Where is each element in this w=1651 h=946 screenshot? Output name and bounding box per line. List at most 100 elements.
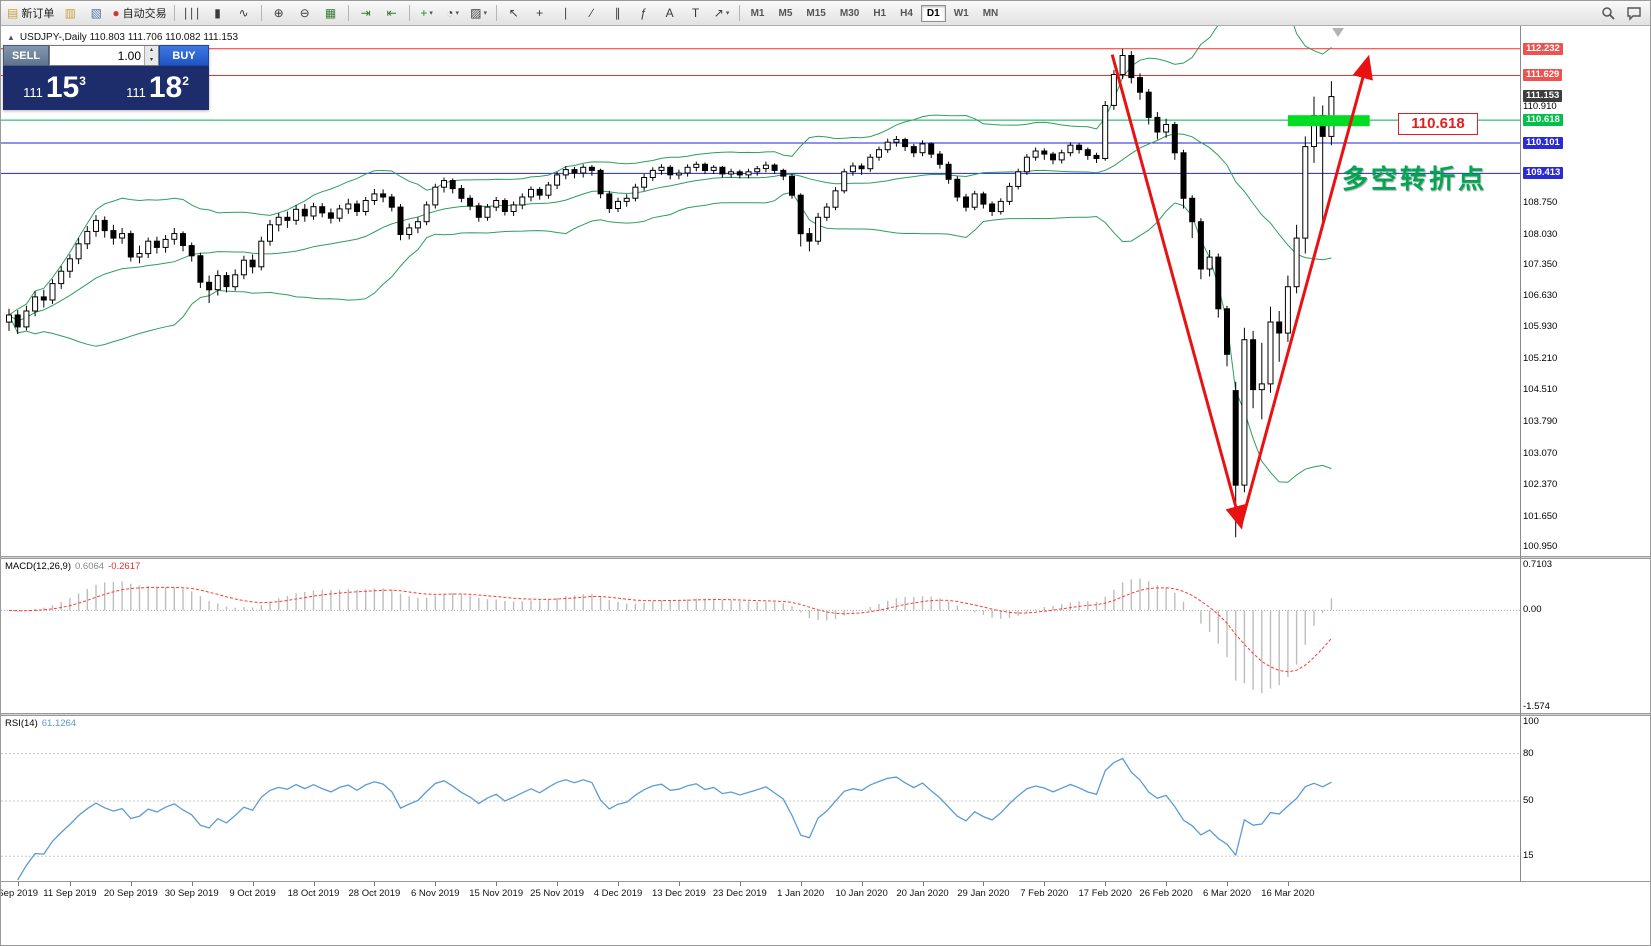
chart-shift-button[interactable]: ⇤ — [379, 3, 405, 24]
date-tick — [983, 882, 985, 886]
date-tick — [313, 882, 315, 886]
date-tick — [1105, 882, 1107, 886]
chart-shift-icon: ⇤ — [386, 6, 397, 20]
search-button[interactable] — [1595, 3, 1621, 24]
macd-label: MACD(12,26,9) 0.6064 -0.2617 — [5, 561, 140, 572]
panel-separator[interactable] — [1, 556, 1650, 559]
one-click-prices: 111 15 3 111 18 2 — [3, 66, 209, 110]
macd-chart[interactable] — [1, 559, 1651, 713]
tf-d1-button[interactable]: D1 — [920, 4, 946, 22]
chat-icon — [1627, 6, 1641, 21]
periods-button[interactable]: ◔ ▾ — [440, 3, 466, 24]
line-chart-button[interactable]: ∿ — [231, 3, 257, 24]
macd-name: MACD(12,26,9) — [5, 561, 71, 572]
sell-price-base: 111 — [23, 84, 43, 100]
date-tick — [739, 882, 741, 886]
price-callout: 110.618 — [1398, 113, 1478, 135]
price-label: 110.101 — [1523, 136, 1563, 149]
buy-price[interactable]: 111 18 2 — [106, 66, 209, 110]
fibonacci-icon: ƒ — [640, 6, 647, 20]
bar-chart-button[interactable]: ∣∣∣ — [179, 3, 205, 24]
price-tick: 105.930 — [1523, 321, 1558, 333]
dropdown-arrow-icon[interactable]: ▾ — [483, 10, 488, 17]
tile-windows-button[interactable]: ▦ — [318, 3, 344, 24]
vertical-line-button[interactable]: ∣ — [553, 3, 579, 24]
rsi-axis-label: 15 — [1523, 850, 1534, 862]
search-icon — [1601, 6, 1615, 20]
profiles-button[interactable]: ▧ — [83, 3, 109, 24]
trendline-button[interactable]: ∕ — [579, 3, 605, 24]
zoom-out-button[interactable]: ⊖ — [292, 3, 318, 24]
volume-input[interactable]: 1.00 — [117, 49, 141, 63]
new-order-button[interactable]: ▤ 新订单 — [4, 3, 57, 24]
equidistant-channel-button[interactable]: ∥ — [605, 3, 631, 24]
price-tick: 104.510 — [1523, 384, 1558, 396]
templates-button[interactable]: ▨ ▾ — [466, 3, 492, 24]
arrows-button[interactable]: ↗ ▾ — [709, 3, 735, 24]
toolbar-separator — [173, 5, 175, 21]
auto-trading-button[interactable]: ● 自动交易 — [109, 3, 169, 24]
chat-button[interactable] — [1621, 3, 1647, 24]
price-label: 112.232 — [1523, 42, 1563, 55]
tf-mn-button[interactable]: MN — [982, 7, 999, 19]
tf-m1-button[interactable]: M1 — [750, 7, 765, 19]
price-label: 109.413 — [1523, 167, 1564, 180]
date-label: 11 Sep 2019 — [43, 888, 97, 899]
date-tick — [191, 882, 193, 886]
price-tick: 101.650 — [1523, 510, 1558, 522]
buy-button[interactable]: BUY — [159, 45, 209, 66]
macd-axis-label: 0.00 — [1523, 604, 1542, 616]
dropdown-arrow-icon[interactable]: ▾ — [429, 10, 433, 17]
tf-h1-button[interactable]: H1 — [873, 7, 887, 19]
date-tick — [496, 882, 498, 886]
price-chart-panel[interactable]: ▲ USDJPY-,Daily 110.803 111.706 110.082 1… — [1, 25, 1651, 556]
sell-price[interactable]: 111 15 3 — [3, 66, 106, 110]
candlestick-chart-button[interactable]: ▮ — [205, 3, 231, 24]
crosshair-button[interactable]: + — [527, 3, 553, 24]
auto-scroll-button[interactable]: ⇥ — [353, 3, 379, 24]
candlestick-chart[interactable] — [1, 25, 1651, 556]
tf-w1-button[interactable]: W1 — [953, 7, 969, 19]
date-tick — [618, 882, 619, 886]
rsi-chart[interactable] — [1, 716, 1651, 881]
text-button[interactable]: A — [657, 3, 683, 24]
equidistant-channel-icon: ∥ — [614, 6, 621, 20]
annotation-text: 多空转折点 — [1342, 164, 1488, 194]
time-axis[interactable]: Sep 2019 11 Sep 2019 20 Sep 2019 30 Sep 201… — [1, 881, 1650, 906]
tf-m15-button[interactable]: M15 — [806, 7, 826, 19]
fibonacci-button[interactable]: ƒ — [631, 3, 657, 24]
tf-m5-button[interactable]: M5 — [778, 7, 793, 19]
dropdown-arrow-icon[interactable]: ▾ — [455, 10, 459, 17]
zoom-in-button[interactable]: ⊕ — [266, 3, 292, 24]
tf-m30-button[interactable]: M30 — [839, 7, 860, 19]
date-tick — [1227, 882, 1228, 886]
cursor-button[interactable]: ↖ — [501, 3, 527, 24]
volume-stepper[interactable]: 1.00 ▴ ▾ — [49, 45, 159, 66]
panel-separator[interactable] — [1, 713, 1650, 716]
price-tick: 106.630 — [1523, 290, 1558, 302]
collapse-arrow-icon[interactable]: ▲ — [7, 33, 15, 42]
dropdown-arrow-icon[interactable]: ▾ — [725, 10, 730, 17]
date-label: 26 Feb 2020 — [1139, 888, 1193, 899]
text-label-button[interactable]: T — [683, 3, 709, 24]
toolbar-separator — [408, 5, 410, 21]
zoom-in-icon: ⊕ — [273, 6, 284, 20]
line-chart-icon: ∿ — [238, 6, 249, 20]
date-tick — [17, 882, 19, 886]
price-tick: 108.030 — [1523, 228, 1558, 240]
volume-up-icon[interactable]: ▴ — [145, 46, 158, 56]
price-tick: 107.350 — [1523, 258, 1558, 270]
date-label: 16 Mar 2020 — [1261, 888, 1315, 899]
candlestick-chart-icon: ▮ — [214, 6, 221, 20]
arrows-icon: ↗ — [713, 6, 724, 20]
date-tick — [1287, 882, 1289, 886]
sell-price-pips: 15 — [45, 71, 80, 104]
rsi-panel[interactable]: RSI(14) 61.1264 — [1, 716, 1651, 881]
tf-h4-button[interactable]: H4 — [900, 7, 913, 19]
volume-spinner: ▴ ▾ — [144, 46, 158, 65]
indicators-button[interactable]: + ▾ — [414, 3, 440, 24]
macd-panel[interactable]: MACD(12,26,9) 0.6064 -0.2617 — [1, 559, 1651, 713]
charts-button[interactable]: ▥ — [57, 3, 83, 24]
volume-down-icon[interactable]: ▾ — [145, 55, 158, 65]
sell-button[interactable]: SELL — [3, 45, 49, 66]
